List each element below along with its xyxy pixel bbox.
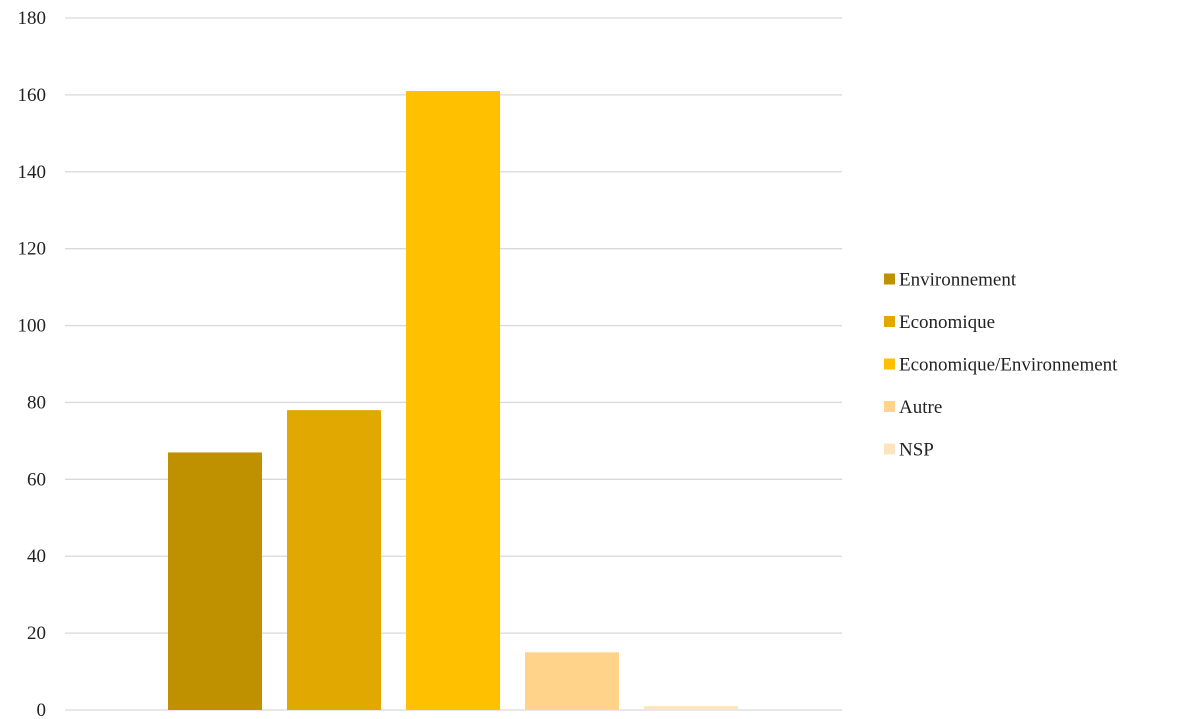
y-tick-label: 60 xyxy=(27,469,46,490)
legend-item: Economique/Environnement xyxy=(884,355,1118,376)
legend-item: Economique xyxy=(884,312,995,333)
legend-item: Autre xyxy=(884,397,942,418)
y-tick-label: 80 xyxy=(27,392,46,413)
bar-nsp xyxy=(644,706,738,710)
y-tick-label: 120 xyxy=(18,239,47,260)
y-axis-tick-labels: 0 20 40 60 80 100 120 140 160 180 xyxy=(18,8,47,719)
legend-swatch xyxy=(884,401,895,412)
bar-economique xyxy=(287,410,381,710)
legend-swatch xyxy=(884,443,895,455)
y-tick-label: 40 xyxy=(27,546,46,567)
legend-label: NSP xyxy=(899,440,934,461)
legend-label: Environnement xyxy=(899,270,1017,291)
legend: Environnement Economique Economique/Enviro… xyxy=(884,270,1118,461)
y-tick-label: 20 xyxy=(27,623,46,644)
y-tick-label: 100 xyxy=(18,316,47,337)
legend-item: Environnement xyxy=(884,270,1017,291)
legend-label: Economique/Environnement xyxy=(899,355,1118,376)
bar-autre xyxy=(525,652,619,710)
bar-economique-environnement xyxy=(406,91,500,711)
legend-label: Autre xyxy=(899,397,942,418)
y-tick-label: 180 xyxy=(18,8,47,29)
legend-swatch xyxy=(884,358,895,370)
legend-item: NSP xyxy=(884,440,934,461)
legend-swatch xyxy=(884,273,895,285)
y-tick-label: 160 xyxy=(18,85,47,106)
legend-label: Economique xyxy=(899,312,995,333)
y-tick-label: 0 xyxy=(37,700,47,719)
bars xyxy=(168,91,738,711)
bar-environnement xyxy=(168,452,262,710)
y-tick-label: 140 xyxy=(18,162,47,183)
legend-swatch xyxy=(884,316,895,327)
